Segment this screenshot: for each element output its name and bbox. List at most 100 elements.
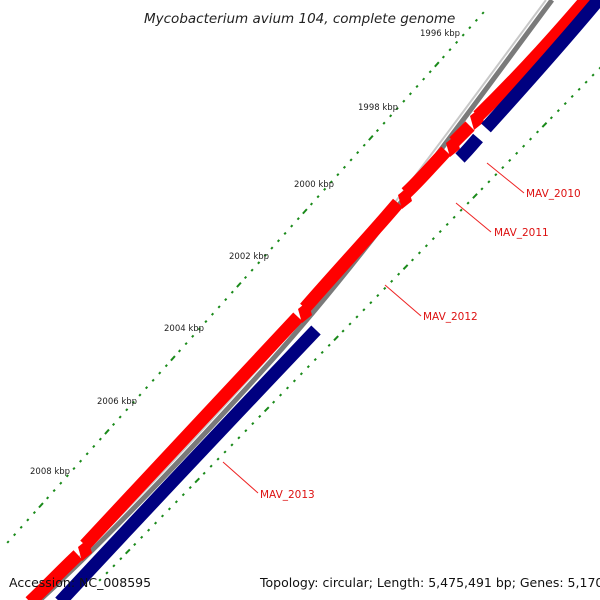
minor-tick — [154, 521, 158, 525]
minor-tick — [313, 357, 317, 362]
minor-tick — [428, 70, 432, 74]
forward-strand-track — [25, 0, 595, 600]
gene-label-mav-2010[interactable]: MAV_2010 — [526, 188, 581, 200]
kbp-label-2004: 2004 kbp — [164, 324, 204, 334]
minor-tick — [140, 535, 144, 539]
gene-arrow-mav-2011[interactable] — [401, 146, 451, 198]
minor-tick — [410, 258, 415, 262]
minor-tick — [299, 372, 303, 376]
minor-tick — [402, 99, 406, 103]
gene-label-mav-2013[interactable]: MAV_2013 — [260, 489, 315, 501]
minor-tick — [204, 320, 208, 324]
minor-tick — [408, 92, 412, 96]
minor-tick — [487, 180, 491, 184]
minor-tick — [448, 48, 452, 52]
major-tick — [236, 281, 242, 288]
minor-tick — [452, 215, 456, 219]
minor-tick — [26, 518, 30, 522]
minor-tick — [13, 533, 17, 537]
minor-tick — [217, 305, 221, 309]
minor-tick — [438, 229, 442, 234]
gene-arrow-lower[interactable] — [25, 550, 83, 600]
minor-tick — [285, 386, 290, 390]
minor-tick — [455, 40, 459, 44]
major-tick — [434, 61, 440, 68]
minor-tick — [216, 457, 220, 461]
minor-tick — [133, 542, 137, 547]
major-tick — [368, 135, 374, 141]
gene-arrow-mav-2013[interactable] — [55, 325, 321, 600]
minor-tick — [501, 165, 505, 170]
major-tick — [194, 477, 201, 484]
minor-tick — [376, 293, 380, 298]
minor-tick — [362, 308, 366, 312]
minor-tick — [144, 386, 149, 390]
minor-tick — [184, 342, 188, 346]
major-tick — [472, 193, 478, 199]
minor-tick — [480, 187, 484, 191]
minor-tick — [327, 343, 331, 347]
kbp-label-1996: 1996 kbp — [420, 29, 460, 39]
minor-tick — [263, 253, 267, 258]
minor-tick — [118, 415, 122, 419]
accession-text: Accession: NC_008595 — [9, 575, 151, 590]
gene-label-mav-2011[interactable]: MAV_2011 — [494, 227, 549, 239]
minor-tick — [441, 55, 445, 59]
genome-backbone — [38, 0, 555, 600]
minor-tick — [230, 290, 234, 294]
minor-tick — [342, 165, 347, 169]
minor-tick — [177, 349, 182, 353]
kbp-label-2008: 2008 kbp — [30, 467, 70, 477]
minor-tick — [243, 275, 248, 280]
minor-tick — [202, 471, 206, 475]
minor-tick — [309, 202, 314, 206]
minor-tick — [296, 217, 300, 221]
minor-tick — [251, 421, 255, 426]
minor-tick — [389, 114, 393, 118]
minor-tick — [105, 571, 109, 575]
minor-tick — [445, 222, 449, 227]
gene-arrow-reverse-top[interactable] — [481, 0, 600, 133]
kbp-label-2002: 2002 kbp — [229, 252, 269, 262]
minor-tick — [210, 312, 215, 316]
minor-tick — [461, 33, 465, 37]
minor-tick — [209, 464, 213, 468]
minor-tick — [468, 26, 472, 30]
minor-tick — [570, 94, 574, 99]
minor-tick — [529, 137, 533, 141]
minor-tick — [336, 173, 340, 177]
minor-tick — [147, 528, 151, 532]
minor-tick — [348, 322, 352, 326]
major-tick — [104, 428, 110, 435]
gene-label-mav-2012[interactable]: MAV_2012 — [423, 311, 478, 323]
minor-tick — [397, 272, 401, 276]
gene-arrow-reverse-short[interactable] — [455, 133, 483, 163]
major-tick — [263, 406, 270, 413]
gene-arrow-mav-2012[interactable] — [300, 198, 403, 313]
minor-tick — [188, 485, 192, 490]
minor-tick — [167, 507, 171, 511]
minor-tick — [270, 246, 274, 250]
minor-tick — [290, 224, 294, 228]
gene-arrow-mav-2009[interactable] — [473, 0, 595, 121]
minor-tick — [395, 106, 399, 111]
major-tick — [170, 355, 176, 362]
minor-tick — [237, 436, 241, 440]
major-tick — [333, 335, 339, 342]
minor-tick — [272, 400, 276, 404]
major-tick — [402, 264, 409, 270]
minor-tick — [230, 443, 234, 447]
gene-arrow-mav-2013-fwd[interactable] — [80, 312, 303, 550]
minor-tick — [508, 158, 512, 163]
minor-tick — [92, 444, 96, 449]
minor-tick — [349, 158, 353, 162]
minor-tick — [598, 66, 600, 70]
minor-tick — [522, 144, 526, 148]
minor-tick — [424, 244, 428, 248]
minor-tick — [112, 564, 116, 568]
minor-tick — [158, 371, 162, 375]
minor-tick — [320, 350, 324, 355]
minor-tick — [258, 414, 262, 419]
minor-tick — [46, 496, 50, 500]
minor-tick — [32, 511, 36, 515]
